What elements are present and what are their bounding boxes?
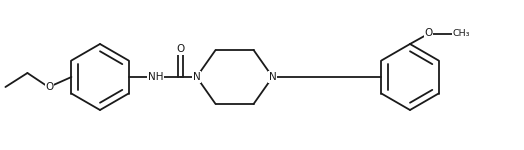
- Text: CH₃: CH₃: [452, 30, 470, 39]
- Text: NH: NH: [148, 72, 163, 82]
- Text: N: N: [193, 72, 201, 82]
- Text: O: O: [177, 44, 184, 54]
- Text: O: O: [424, 28, 433, 39]
- Text: O: O: [45, 82, 53, 92]
- Text: N: N: [269, 72, 277, 82]
